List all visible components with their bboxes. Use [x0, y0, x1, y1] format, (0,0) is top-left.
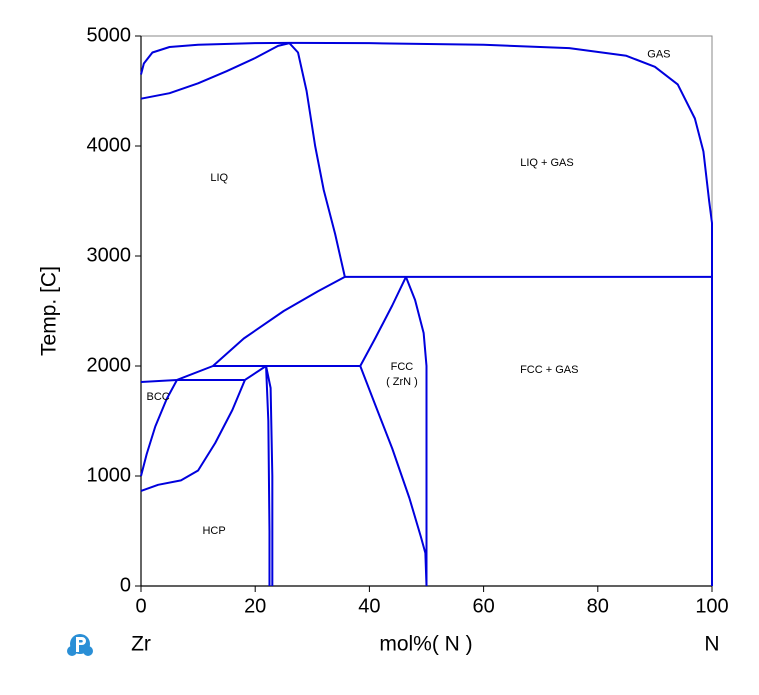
phase-boundary	[244, 365, 267, 381]
y-tick-label: 0	[120, 574, 131, 596]
region-label: GAS	[647, 49, 670, 61]
right-element-label: N	[704, 633, 719, 656]
x-axis-label: mol%( N )	[379, 633, 472, 656]
x-tick-label: 80	[587, 595, 609, 617]
y-tick-label: 1000	[87, 464, 132, 486]
y-axis-label: Temp. [C]	[38, 266, 61, 356]
region-label: HCP	[202, 525, 225, 537]
x-tick-label: 40	[358, 595, 380, 617]
phase-boundary	[265, 365, 274, 586]
phase-boundary	[359, 276, 407, 367]
phase-boundary	[140, 378, 178, 383]
y-tick-label: 4000	[87, 134, 132, 156]
x-tick-label: 60	[472, 595, 494, 617]
region-label: BCC	[147, 391, 170, 403]
x-tick-label: 0	[135, 595, 146, 617]
region-label: LIQ + GAS	[520, 157, 574, 169]
x-tick-label: 20	[244, 595, 266, 617]
phase-boundary	[176, 365, 214, 381]
phase-boundary	[265, 365, 271, 586]
y-tick-label: 2000	[87, 354, 132, 376]
region-label: FCC	[391, 361, 414, 373]
phase-boundary	[140, 379, 246, 492]
logo	[67, 634, 93, 656]
phase-boundary	[140, 41, 713, 586]
y-tick-label: 3000	[87, 244, 132, 266]
phase-boundary	[359, 365, 428, 587]
phase-boundary	[140, 42, 290, 100]
phase-boundary	[405, 276, 428, 586]
left-element-label: Zr	[131, 633, 151, 656]
region-label: LIQ	[210, 172, 228, 184]
phase-boundary	[288, 42, 346, 278]
x-tick-label: 100	[695, 595, 728, 617]
region-label: FCC + GAS	[520, 364, 578, 376]
phase-boundary	[140, 379, 178, 477]
region-label: ( ZrN )	[386, 376, 418, 388]
phase-boundary	[212, 276, 346, 367]
y-tick-label: 5000	[87, 24, 132, 46]
